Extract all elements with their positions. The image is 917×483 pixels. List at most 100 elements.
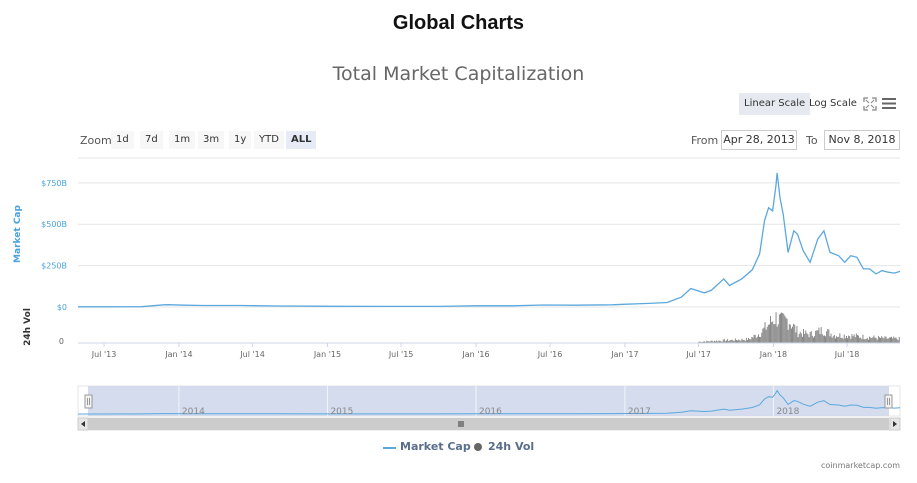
volume-bar [895,337,897,343]
volume-bar [896,338,898,343]
volume-bar [766,326,768,343]
volume-bar [800,333,802,343]
navigator-right-handle[interactable] [884,394,893,409]
volume-bar [890,337,891,343]
log-scale-button[interactable]: Log Scale [809,98,857,109]
volume-bar [817,330,819,343]
volume-bar [855,333,857,343]
volume-bar [872,337,874,343]
volume-bar [808,337,810,343]
volume-bar [854,337,856,343]
volume-bar [699,341,701,343]
volume-bar [765,329,767,343]
volume-bar [754,334,756,343]
volume-bar [891,336,892,343]
volume-bar [755,337,757,343]
x-tick-label: Jul '18 [834,350,860,359]
volume-bar [712,341,714,343]
volume-bar [748,337,749,343]
volume-bar [876,339,878,343]
zoom-1y-button[interactable]: 1y [229,131,252,149]
volume-bar [850,338,852,343]
volume-bar [859,337,861,343]
volume-bar [881,336,883,343]
volume-bar [804,333,806,343]
volume-bar [892,338,894,343]
volume-bar [814,336,815,343]
volume-bar [839,333,841,343]
volume-bar [716,340,718,343]
volume-bar [894,338,896,343]
volume-bar [806,333,808,343]
volume-bar [786,318,788,343]
volume-bar [769,324,770,343]
x-tick-label: Jul '17 [685,350,711,359]
volume-bar [738,339,740,343]
volume-bar [792,326,793,343]
volume-bar [778,314,780,343]
volume-bar [793,323,795,343]
volume-bar [728,341,730,343]
zoom-7d-button[interactable]: 7d [140,131,163,149]
volume-bar [773,324,775,343]
volume-bar [827,329,829,343]
volume-axis-title: 24h Vol [23,308,33,346]
volume-bar [723,339,725,343]
volume-bar [744,340,746,343]
linear-scale-button[interactable]: Linear Scale [739,93,811,115]
volume-bar [836,336,837,343]
volume-bar [868,339,869,343]
zoom-ytd-button[interactable]: YTD [254,131,284,149]
volume-bar [785,317,787,343]
legend-market-cap[interactable]: Market Cap [400,440,471,453]
volume-bar [802,336,803,343]
volume-bar [776,326,778,343]
volume-bar [750,339,752,343]
volume-bar [736,340,737,343]
from-date-input[interactable]: Apr 28, 2013 [721,130,797,150]
volume-bar [730,340,732,343]
page-heading: Global Charts [392,12,525,34]
volume-bar [708,341,710,343]
credits-link[interactable]: coinmarketcap.com [821,461,900,470]
volume-bar [743,339,745,343]
volume-bar [761,332,763,343]
legend-24h-vol[interactable]: 24h Vol [488,440,535,453]
volume-bar [767,324,769,343]
volume-bar [870,337,872,343]
volume-bar [737,340,738,343]
volume-bar [732,340,734,343]
zoom-1m-button[interactable]: 1m [169,131,196,149]
navigator-left-handle[interactable] [84,394,93,409]
volume-bar [741,338,743,343]
zoom-all-button[interactable]: ALL [286,131,317,149]
volume-bar [843,334,845,343]
volume-bar [883,338,885,343]
volume-bar [701,341,703,343]
scrollbar-thumb[interactable] [88,418,889,430]
volume-bar [873,335,875,343]
volume-bar [838,336,840,343]
hamburger-menu-icon[interactable] [882,97,896,110]
y-tick-label: $500B [41,220,67,229]
expand-icon[interactable] [863,97,877,111]
y-axis-title: Market Cap [13,205,23,263]
volume-bar [880,338,881,343]
volume-bar [813,337,814,343]
volume-bar [879,337,880,343]
volume-bar [781,312,782,343]
to-date-input[interactable]: Nov 8, 2018 [824,130,900,150]
chart-title: Total Market Capitalization [332,63,585,85]
x-tick-label: Jul '16 [537,350,563,359]
volume-bar [809,332,811,343]
y-tick-label: $250B [41,262,67,271]
volume-bar [875,338,877,343]
volume-bar [731,339,733,343]
volume-bar [783,313,785,343]
volume-bar [820,327,822,343]
volume-bar [789,324,791,343]
zoom-1d-button[interactable]: 1d [111,131,134,149]
volume-bar [729,340,731,343]
zoom-3m-button[interactable]: 3m [198,131,225,149]
x-tick-label: Jan '14 [164,350,192,359]
